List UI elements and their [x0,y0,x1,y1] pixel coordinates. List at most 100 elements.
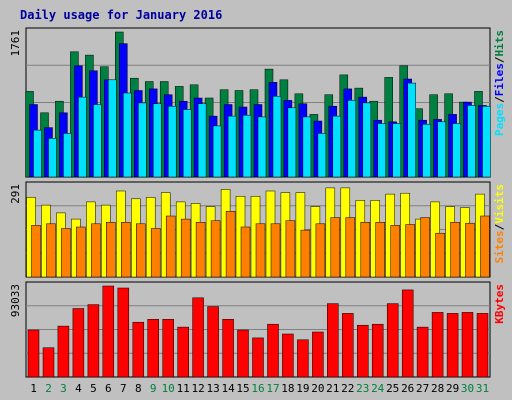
bar-pages [182,109,192,178]
bar-kbytes [282,333,294,378]
bar-sites [480,215,490,278]
bar-sites [210,220,221,278]
legend-part: Hits [493,30,506,57]
bar-sites [330,217,341,278]
series-sites [31,211,490,278]
bar-kbytes [132,321,145,378]
panel-visits-sites: 291 Sites/Visits [9,181,506,278]
bar-pages [437,121,446,178]
bar-pages [377,123,386,178]
x-label-day: 17 [266,382,279,395]
x-label-day: 9 [150,382,157,395]
x-label-day: 24 [371,382,385,395]
bar-kbytes [371,323,384,378]
bar-sites [76,226,86,278]
x-label-day: 19 [296,382,309,395]
bar-pages [93,104,102,178]
bar-sites [360,222,371,278]
x-label-day: 22 [341,382,354,395]
bar-kbytes [192,297,204,378]
bar-sites [46,223,56,278]
bar-kbytes [312,331,324,378]
bar-sites [255,223,266,278]
legend-part: Visits [493,184,506,224]
bar-pages [108,79,117,178]
bar-sites [270,223,281,278]
panel-kbytes: 93033 KBytes [9,281,506,378]
x-label-day: 13 [206,382,219,395]
bar-pages [48,138,57,178]
bar-pages [152,103,162,178]
x-label-day: 23 [356,382,369,395]
bar-pages [422,124,431,178]
bar-pages [242,114,252,178]
x-label-day: 8 [135,382,142,395]
bar-pages [392,123,401,178]
bar-kbytes [72,308,85,378]
bar-pages [33,129,42,178]
bar-sites [450,222,460,278]
bar-sites [91,223,101,278]
bar-pages [347,100,357,178]
bar-sites [61,228,71,278]
bar-kbytes [416,326,429,378]
bar-pages [407,82,416,178]
x-label-day: 3 [60,382,67,395]
bar-pages [78,96,87,178]
bar-sites [315,223,326,278]
bar-kbytes [87,304,100,378]
bar-pages [317,133,327,178]
legend-label: Pages/Files/Hits [493,30,506,136]
bar-sites [375,222,385,278]
x-label-day: 21 [326,382,339,395]
bar-pages [167,105,177,178]
x-label-day: 4 [75,382,82,395]
x-label-day: 5 [90,382,97,395]
bar-sites [180,218,191,278]
bar-pages [332,115,342,178]
bar-sites [420,217,430,278]
bar-pages [212,125,222,178]
bar-sites [345,217,356,278]
bar-kbytes [476,313,489,378]
bar-kbytes [117,287,130,378]
x-label-day: 25 [386,382,399,395]
legend-part: KBytes [493,284,506,324]
x-label-day: 12 [191,382,204,395]
x-label-day: 15 [236,382,249,395]
bar-kbytes [252,337,264,378]
legend-part: Pages [493,103,506,136]
bar-kbytes [57,325,70,378]
y-max-label: 93033 [9,284,22,317]
bar-pages [302,116,312,178]
y-max-label: 291 [9,184,22,204]
x-label-day: 30 [461,382,474,395]
legend-part: Files [493,63,506,96]
bar-kbytes [177,326,189,378]
x-label-day: 2 [45,382,52,395]
bar-sites [435,232,445,278]
bar-kbytes [267,323,279,378]
chart-panels: 1761Pages/Files/Hits291Sites/Visits93033… [9,27,506,378]
x-label-day: 11 [177,382,190,395]
bar-kbytes [162,319,174,378]
bar-pages [197,103,207,178]
legend-label: KBytes [493,284,506,324]
x-label-day: 31 [476,382,489,395]
x-label-day: 14 [221,382,235,395]
bar-sites [240,226,251,278]
bar-pages [482,105,491,178]
bar-sites [390,225,400,278]
bar-pages [63,133,72,178]
bar-sites [31,225,41,278]
bar-kbytes [327,303,339,378]
x-axis-day-labels: 1 2 3 4 5 6 7 8 9 10 11 12 13 14 15 16 17 18 19 20 21 22 23 24 2… [30,382,489,395]
legend-part: / [493,56,506,63]
x-label-day: 20 [311,382,324,395]
bar-kbytes [207,306,219,378]
legend-part: / [493,223,506,230]
bar-sites [106,222,116,278]
bar-kbytes [237,329,249,378]
